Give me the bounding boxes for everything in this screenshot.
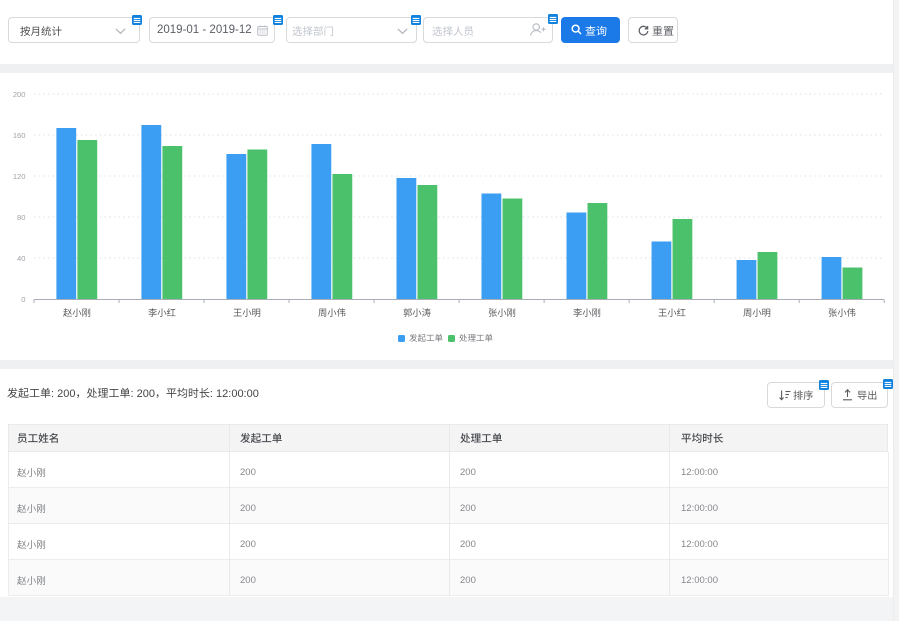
svg-text:: 200: : 200 <box>130 388 154 400</box>
svg-text:: 200: : 200 <box>51 388 75 400</box>
svg-text:80: 80 <box>17 213 25 222</box>
svg-text:0: 0 <box>21 295 25 304</box>
svg-text:40: 40 <box>17 254 25 263</box>
svg-text:160: 160 <box>13 131 26 140</box>
svg-text:: 12:00:00: : 12:00:00 <box>210 388 259 400</box>
svg-text:120: 120 <box>13 172 26 181</box>
svg-text:200: 200 <box>13 90 26 99</box>
